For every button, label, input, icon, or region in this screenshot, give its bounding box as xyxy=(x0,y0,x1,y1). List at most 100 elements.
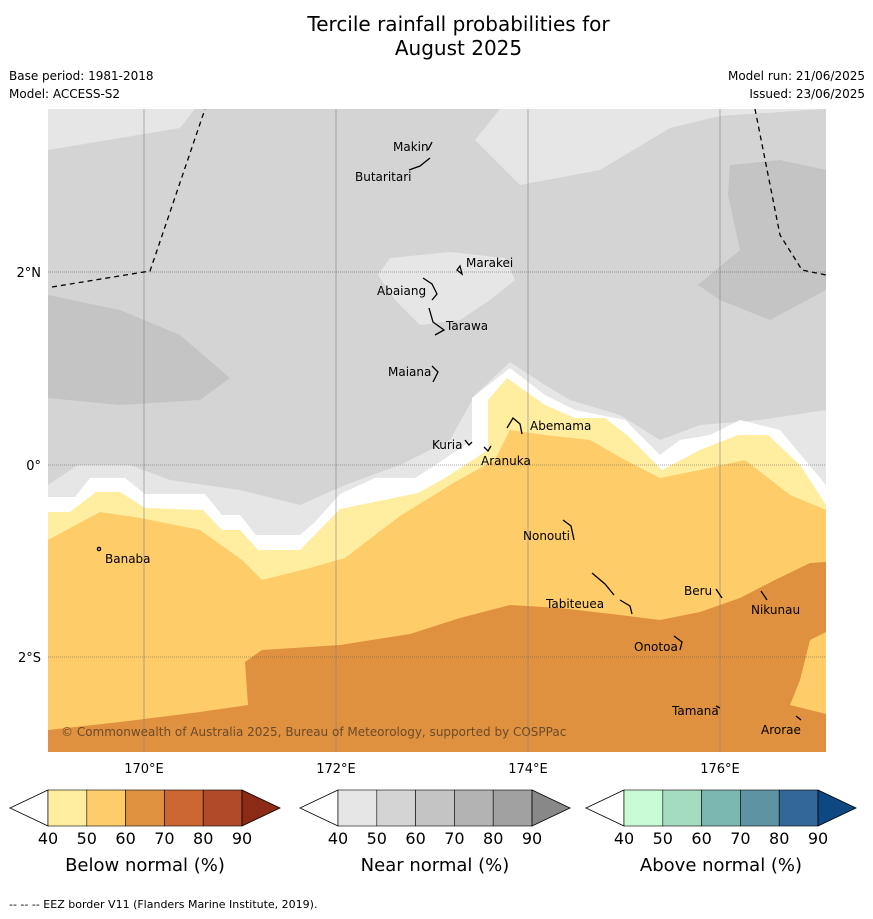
near-normal-colorbar-title: Near normal (%) xyxy=(361,855,510,876)
below-normal-swatch-4 xyxy=(202,789,243,827)
below-normal-swatch-1 xyxy=(86,789,126,827)
lat-tick-0: 0° xyxy=(26,459,41,474)
arorae-island xyxy=(795,715,802,721)
near-normal-tick-40: 40 xyxy=(328,829,348,848)
kuria-island xyxy=(464,439,473,446)
above-normal-swatch-2 xyxy=(701,789,741,827)
near-normal-tick-70: 70 xyxy=(444,829,464,848)
label-tamana: Tamana xyxy=(671,704,719,718)
tabiteuea-south-island xyxy=(619,599,633,615)
near-normal-tick-60: 60 xyxy=(405,829,425,848)
above-normal-tick-60: 60 xyxy=(691,829,711,848)
model-run: Model run: 21/06/2025 xyxy=(727,69,865,83)
abaiang-island xyxy=(422,277,438,301)
above-normal-swatch-0 xyxy=(623,789,664,827)
tarawa-island xyxy=(428,307,446,336)
label-abaiang: Abaiang xyxy=(377,284,426,298)
lat-tick-2n: 2°N xyxy=(17,266,42,281)
colorbars: 40 50 60 70 80 90 Below normal (%) 40 50 60 70 80 90… xyxy=(9,789,857,876)
above-normal-over-tip xyxy=(817,789,857,827)
lon-tick-172e: 172°E xyxy=(316,762,356,777)
meta-right: Model run: 21/06/2025 Issued: 23/06/2025 xyxy=(728,67,865,103)
model-name: Model: ACCESS-S2 xyxy=(9,87,121,101)
above-normal-swatch-4 xyxy=(778,789,819,827)
island-outlines xyxy=(96,141,802,721)
below-normal-colorbar-title: Below normal (%) xyxy=(65,855,225,876)
base-period: Base period: 1981-2018 xyxy=(9,69,154,83)
tabiteuea-north-island xyxy=(591,572,615,596)
near-normal-60-region-west xyxy=(48,295,230,405)
near-normal-swatch-1 xyxy=(376,789,416,827)
label-banaba: Banaba xyxy=(105,552,151,566)
nikunau-island xyxy=(760,590,768,601)
near-normal-swatch-3 xyxy=(454,789,494,827)
above-normal-under-tip xyxy=(585,789,625,827)
below-normal-swatch-3 xyxy=(164,789,204,827)
onotoa-island xyxy=(673,635,683,651)
butaritari-island xyxy=(408,157,431,171)
issued-date: Issued: 23/06/2025 xyxy=(749,87,865,101)
lon-tick-170e: 170°E xyxy=(124,762,164,777)
label-butaritari: Butaritari xyxy=(355,170,412,184)
title-line-1: Tercile rainfall probabilities for xyxy=(307,12,610,36)
lat-graticule xyxy=(48,271,826,658)
label-abemama: Abemama xyxy=(530,419,591,433)
near-normal-swatch-2 xyxy=(415,789,455,827)
near-normal-tick-80: 80 xyxy=(483,829,503,848)
below-normal-tick-90: 90 xyxy=(232,829,252,848)
above-normal-colorbar: 40 50 60 70 80 90 Above normal (%) xyxy=(585,789,857,876)
label-tabiteuea: Tabiteuea xyxy=(545,597,604,611)
eez-footnote: -- -- -- EEZ border V11 (Flanders Marine… xyxy=(9,898,318,911)
makin-island xyxy=(427,141,433,151)
below-normal-tick-40: 40 xyxy=(38,829,58,848)
eez-border xyxy=(51,109,826,288)
below-normal-tick-50: 50 xyxy=(77,829,97,848)
banaba-island xyxy=(96,546,102,552)
below-normal-tick-70: 70 xyxy=(154,829,174,848)
meta-left: Base period: 1981-2018 Model: ACCESS-S2 xyxy=(9,67,154,103)
axis-labels: 170°E 172°E 174°E 176°E 2°N 0° 2°S xyxy=(17,266,740,777)
above-normal-swatch-1 xyxy=(662,789,702,827)
label-nonouti: Nonouti xyxy=(523,529,570,543)
label-nikunau: Nikunau xyxy=(751,603,800,617)
marakei-island xyxy=(456,264,464,276)
copyright-notice: © Commonwealth of Australia 2025, Bureau… xyxy=(61,725,566,739)
above-normal-tick-80: 80 xyxy=(769,829,789,848)
label-arorae: Arorae xyxy=(761,723,801,737)
eez-border-west xyxy=(51,109,206,288)
island-labels: Makin Butaritari Marakei Abaiang Tarawa … xyxy=(105,140,801,737)
near-normal-60-region-east xyxy=(698,160,826,320)
label-makin: Makin xyxy=(393,140,429,154)
above-normal-tick-40: 40 xyxy=(614,829,634,848)
label-beru: Beru xyxy=(684,584,712,598)
tamana-island xyxy=(715,705,721,709)
eez-border-east xyxy=(754,109,826,276)
below-normal-tick-80: 80 xyxy=(193,829,213,848)
label-onotoa: Onotoa xyxy=(634,640,678,654)
near-normal-over-tip xyxy=(531,789,571,827)
label-kuria: Kuria xyxy=(432,438,463,452)
below-normal-under-tip xyxy=(9,789,49,827)
above-normal-tick-70: 70 xyxy=(730,829,750,848)
near-normal-colorbar: 40 50 60 70 80 90 Near normal (%) xyxy=(299,789,571,876)
label-aranuka: Aranuka xyxy=(481,454,531,468)
above-normal-swatch-3 xyxy=(740,789,780,827)
maiana-island xyxy=(431,365,439,383)
label-tarawa: Tarawa xyxy=(445,319,488,333)
above-normal-tick-50: 50 xyxy=(653,829,673,848)
near-normal-under-tip xyxy=(299,789,339,827)
below-normal-over-tip xyxy=(241,789,281,827)
below-normal-50-pocket-east xyxy=(790,632,826,714)
below-normal-swatch-2 xyxy=(125,789,165,827)
label-maiana: Maiana xyxy=(388,365,431,379)
near-normal-tick-50: 50 xyxy=(367,829,387,848)
above-normal-tick-90: 90 xyxy=(808,829,828,848)
near-normal-swatch-0 xyxy=(337,789,378,827)
above-normal-colorbar-title: Above normal (%) xyxy=(640,855,802,876)
near-normal-swatch-4 xyxy=(492,789,533,827)
map-title: Tercile rainfall probabilities for Augus… xyxy=(0,12,873,60)
nonouti-island xyxy=(562,519,575,541)
below-normal-swatch-0 xyxy=(47,789,88,827)
near-normal-40-region-center xyxy=(378,252,515,325)
